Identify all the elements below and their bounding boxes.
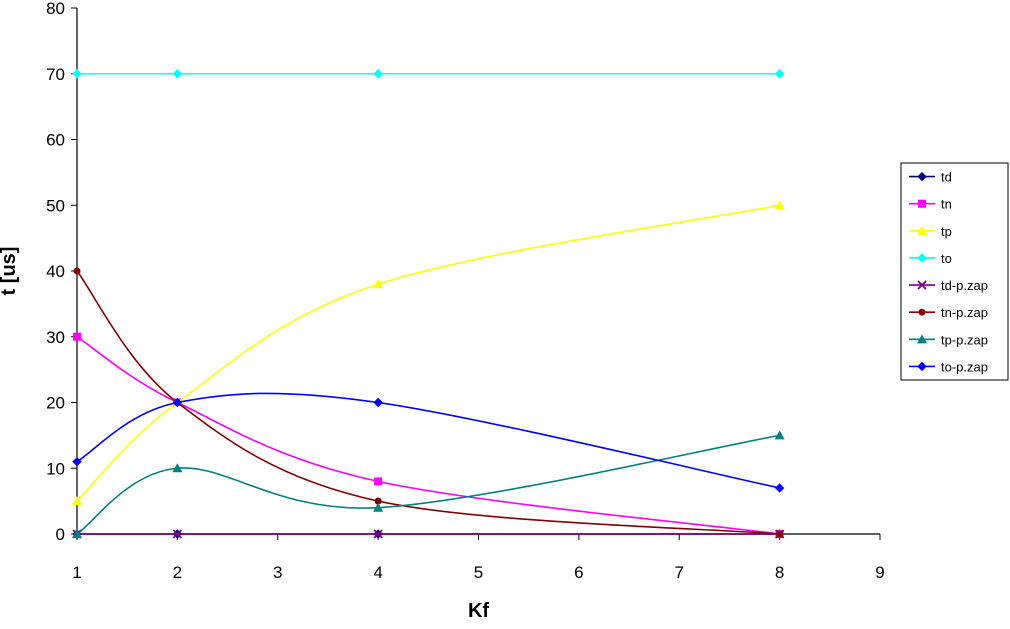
data-point xyxy=(72,529,82,538)
x-tick-label: 3 xyxy=(273,563,282,582)
legend-box xyxy=(900,162,1009,381)
data-point xyxy=(776,530,784,538)
legend-label: td-p.zap xyxy=(941,278,988,293)
data-point xyxy=(774,69,785,79)
x-tick-label: 9 xyxy=(875,563,884,582)
legend-marker xyxy=(917,361,927,372)
legend: td tn tp to td-p.zap tn-p.zap tp-p.zap to-p.zap xyxy=(900,162,1009,381)
x-tick-label: 8 xyxy=(775,563,784,582)
series-tp xyxy=(72,200,785,506)
x-tick-label: 7 xyxy=(675,563,684,582)
data-point xyxy=(774,483,785,493)
data-point xyxy=(73,332,81,341)
data-point xyxy=(774,200,785,210)
legend-item: td-p.zap xyxy=(909,278,988,293)
data-point xyxy=(73,267,81,275)
x-tick-label: 4 xyxy=(373,563,382,582)
x-tick-label: 6 xyxy=(574,563,583,582)
series-line xyxy=(76,392,780,489)
data-point xyxy=(172,69,183,79)
y-tick-label: 40 xyxy=(46,262,65,281)
data-point xyxy=(72,496,82,506)
legend-item: tp-p.zap xyxy=(909,332,988,347)
series-line xyxy=(76,270,780,535)
data-point xyxy=(172,529,183,539)
legend-label: to xyxy=(941,251,952,266)
series-line xyxy=(76,336,780,535)
legend-item: tn xyxy=(909,197,952,212)
series-line xyxy=(76,204,780,502)
legend-marker xyxy=(917,280,927,290)
data-point xyxy=(373,529,383,539)
y-tick-label: 20 xyxy=(46,394,65,413)
legend-marker xyxy=(917,225,927,235)
data-point xyxy=(72,456,82,467)
data-point xyxy=(373,502,384,512)
legend-item: to xyxy=(909,251,952,266)
series-line xyxy=(76,434,780,535)
x-tick-label: 5 xyxy=(474,563,483,582)
legend-marker xyxy=(918,308,926,316)
y-tick-label: 80 xyxy=(46,0,65,18)
data-point xyxy=(373,397,383,408)
series-td-p.zap xyxy=(72,529,785,539)
series-to-p.zap xyxy=(72,392,785,493)
data-point xyxy=(374,497,382,505)
series-layer xyxy=(72,69,785,539)
y-tick-label: 70 xyxy=(46,65,65,84)
legend-label: tn-p.zap xyxy=(941,305,988,320)
legend-marker xyxy=(917,334,927,344)
legend-item: td xyxy=(909,170,952,185)
x-axis-title: Kf xyxy=(468,600,489,622)
x-tick-label: 2 xyxy=(173,563,182,582)
x-tick-label: 1 xyxy=(72,563,81,582)
axes: 0 10 20 30 40 50 60 70 80 1 2 3 4 5 6 7 8 9 xyxy=(46,0,885,582)
data-point xyxy=(374,477,383,486)
legend-label: tn xyxy=(941,197,952,212)
y-axis-title: t [us] xyxy=(0,247,20,296)
data-point xyxy=(72,69,82,79)
y-tick-label: 60 xyxy=(46,131,65,150)
y-tick-label: 50 xyxy=(46,196,65,215)
y-tick-label: 30 xyxy=(46,328,65,347)
legend-label: tp-p.zap xyxy=(941,332,988,347)
series-tn xyxy=(73,332,784,538)
data-point xyxy=(172,463,183,473)
legend-item: tn-p.zap xyxy=(909,305,988,320)
data-point xyxy=(172,397,183,408)
legend-label: to-p.zap xyxy=(941,359,988,374)
data-point xyxy=(373,69,383,79)
data-point xyxy=(373,279,384,289)
series-tp-p.zap xyxy=(72,430,785,538)
legend-label: tp xyxy=(941,224,952,239)
legend-marker xyxy=(917,171,927,182)
legend-item: tp xyxy=(909,224,952,239)
legend-marker xyxy=(917,253,927,263)
legend-marker xyxy=(918,199,926,208)
y-tick-label: 0 xyxy=(56,525,65,544)
data-point xyxy=(774,430,785,440)
legend-label: td xyxy=(941,170,952,185)
y-tick-label: 10 xyxy=(46,459,65,478)
series-to xyxy=(72,69,785,79)
legend-item: to-p.zap xyxy=(909,359,988,374)
